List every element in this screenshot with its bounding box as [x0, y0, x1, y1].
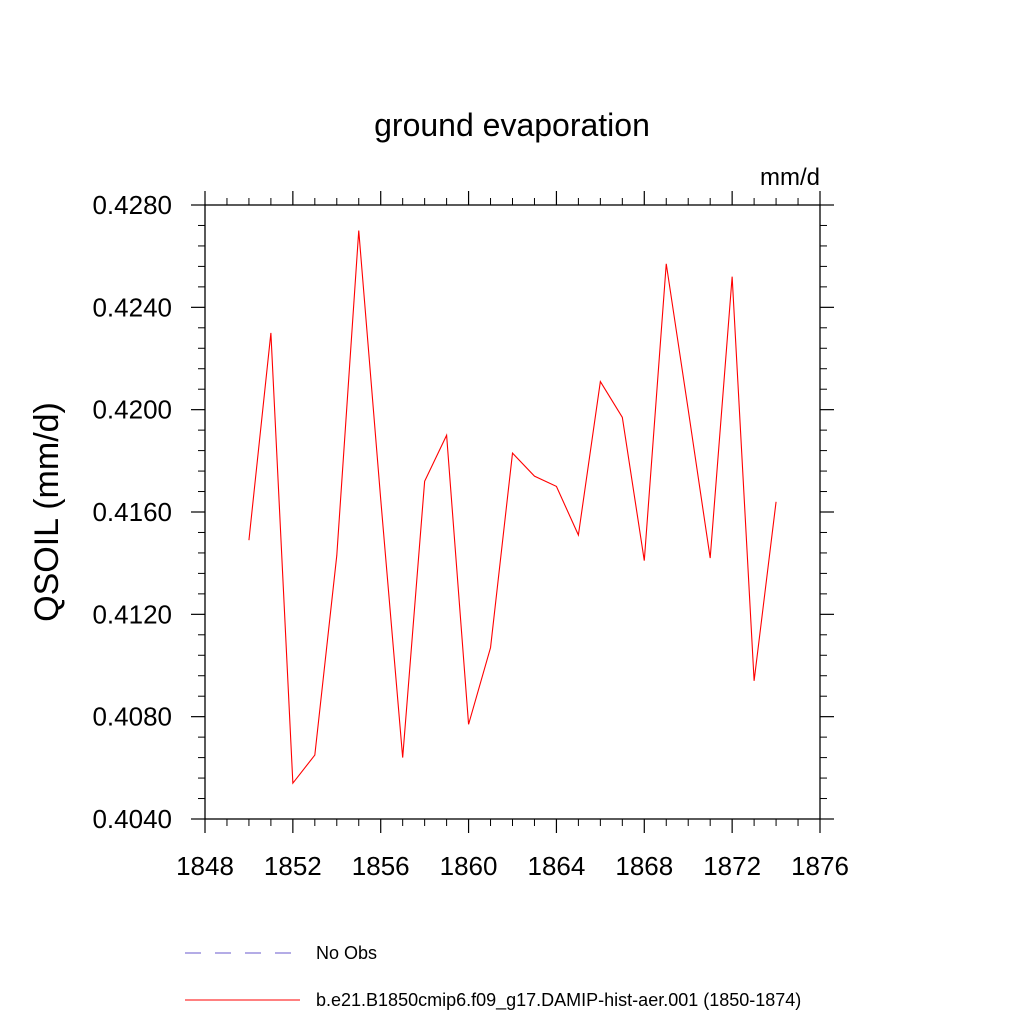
legend-label-no-obs: No Obs — [316, 943, 377, 963]
series-lines — [248, 230, 777, 785]
y-tick-label: 0.4040 — [92, 804, 172, 834]
legend-label-model: b.e21.B1850cmip6.f09_g17.DAMIP-hist-aer.… — [316, 990, 801, 1011]
y-tick-label: 0.4160 — [92, 497, 172, 527]
x-tick-label: 1872 — [703, 851, 761, 881]
y-tick-label: 0.4120 — [92, 599, 172, 629]
plot-frame — [204, 204, 821, 820]
x-tick-label: 1864 — [528, 851, 586, 881]
x-tick-label: 1868 — [615, 851, 673, 881]
y-tick-label: 0.4080 — [92, 702, 172, 732]
x-tick-label: 1848 — [176, 851, 234, 881]
y-tick-labels: 0.4040 0.4080 0.4120 0.4160 0.4200 0.4240 0.42… — [92, 190, 172, 834]
x-tick-labels: 1848 1852 1856 1860 1864 1868 1872 1876 — [176, 851, 849, 881]
y-tick-label: 0.4280 — [92, 190, 172, 220]
x-tick-label: 1860 — [440, 851, 498, 881]
axis-ticks — [191, 191, 834, 833]
x-tick-label: 1876 — [791, 851, 849, 881]
y-tick-label: 0.4240 — [92, 292, 172, 322]
y-axis-label: QSOIL (mm/d) — [28, 402, 66, 622]
units-label: mm/d — [760, 164, 820, 191]
x-tick-label: 1856 — [352, 851, 410, 881]
x-tick-label: 1852 — [264, 851, 322, 881]
series-line-0 — [248, 230, 777, 785]
chart-title: ground evaporation — [374, 107, 650, 143]
y-tick-label: 0.4200 — [92, 395, 172, 425]
legend: No Obs b.e21.B1850cmip6.f09_g17.DAMIP-hi… — [185, 943, 801, 1011]
